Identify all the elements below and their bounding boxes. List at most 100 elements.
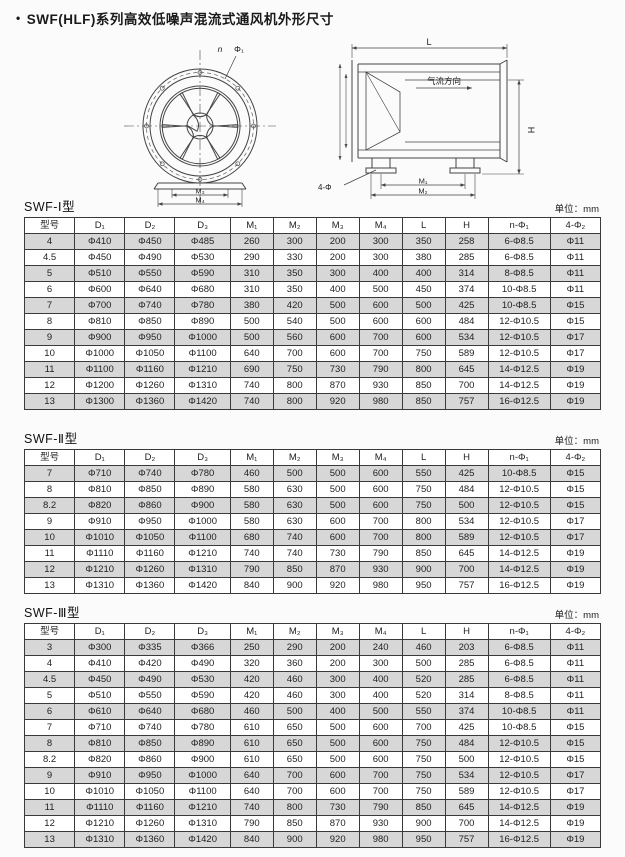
table-cell: Φ15 xyxy=(549,465,602,482)
table-cell: 12 xyxy=(23,561,76,578)
fan-side-view-diagram: L 气流方向 H 4-Φ M₁ M₂ xyxy=(318,37,536,199)
column-header: L xyxy=(401,623,446,640)
table-cell: Φ590 xyxy=(174,265,231,282)
table-cell: 600 xyxy=(358,465,403,482)
table-cell: Φ19 xyxy=(549,561,602,578)
table-cell: 600 xyxy=(358,313,403,330)
table-cell: 980 xyxy=(358,577,403,594)
table-cell: Φ11 xyxy=(549,687,602,704)
table-cell: 500 xyxy=(315,297,360,314)
table-cell: Φ890 xyxy=(174,313,231,330)
table-cell: 730 xyxy=(315,361,360,378)
table-cell: 740 xyxy=(272,545,317,562)
side-m1-label: M₁ xyxy=(419,177,428,186)
table-cell: Φ1050 xyxy=(124,783,176,800)
table-cell: 290 xyxy=(229,249,274,266)
table-cell: 700 xyxy=(358,329,403,346)
column-header: L xyxy=(401,217,446,234)
table-cell: Φ1160 xyxy=(124,799,176,816)
table-cell: 645 xyxy=(444,361,489,378)
front-m4-label: M₄ xyxy=(195,196,204,205)
table-cell: 10 xyxy=(23,783,76,800)
table-cell: Φ900 xyxy=(174,751,231,768)
table-cell: 6-Φ8.5 xyxy=(487,655,551,672)
table-cell: 750 xyxy=(401,345,446,362)
table-row: 6 Φ610 Φ640 Φ680 460 500 400 500 550 374 10-Φ8.5 Φ1… xyxy=(23,703,602,720)
table-cell: Φ950 xyxy=(124,329,176,346)
column-header: 4-Φ₂ xyxy=(549,217,602,234)
table-cell: 840 xyxy=(229,577,274,594)
table-cell: 300 xyxy=(315,265,360,282)
table-cell: 350 xyxy=(272,265,317,282)
column-header: M₄ xyxy=(358,623,403,640)
table-cell: 8 xyxy=(23,313,76,330)
table-cell: 400 xyxy=(401,265,446,282)
table-cell: 14-Φ12.5 xyxy=(487,361,551,378)
swf-3-caption: SWF-Ⅲ型 单位：mm xyxy=(24,603,601,621)
table-cell: Φ1200 xyxy=(74,377,126,394)
table-cell: 757 xyxy=(444,393,489,410)
table-cell: 600 xyxy=(358,735,403,752)
table-cell: 16-Φ12.5 xyxy=(487,393,551,410)
table-row: 11 Φ1110 Φ1160 Φ1210 740 740 730 790 850 645 14-Φ1… xyxy=(23,545,602,562)
column-header: D₂ xyxy=(124,449,176,466)
table-cell: 600 xyxy=(315,767,360,784)
table-cell: Φ820 xyxy=(74,751,126,768)
table-cell: 600 xyxy=(358,719,403,736)
table-cell: Φ740 xyxy=(124,719,176,736)
side-bolt-label: 4-Φ xyxy=(318,183,332,192)
table-cell: 203 xyxy=(444,639,489,656)
table-cell: 310 xyxy=(229,281,274,298)
table-cell: Φ1210 xyxy=(174,799,231,816)
table-cell: 12-Φ10.5 xyxy=(487,767,551,784)
table-cell: 10-Φ8.5 xyxy=(487,297,551,314)
table-cell: 12-Φ10.5 xyxy=(487,313,551,330)
table-cell: Φ1010 xyxy=(74,529,126,546)
table-cell: 750 xyxy=(401,751,446,768)
table-cell: 330 xyxy=(272,249,317,266)
table-cell: Φ11 xyxy=(549,281,602,298)
table-cell: Φ15 xyxy=(549,751,602,768)
table-cell: Φ1210 xyxy=(74,561,126,578)
table-cell: 6 xyxy=(23,281,76,298)
table-cell: 12 xyxy=(23,377,76,394)
table-cell: Φ700 xyxy=(74,297,126,314)
table-cell: 4.5 xyxy=(23,671,76,688)
table-cell: 300 xyxy=(358,233,403,250)
table-cell: 285 xyxy=(444,249,489,266)
table-cell: Φ550 xyxy=(124,687,176,704)
table-cell: 500 xyxy=(272,465,317,482)
table-cell: Φ11 xyxy=(549,671,602,688)
table-cell: 630 xyxy=(272,481,317,498)
table-cell: Φ780 xyxy=(174,465,231,482)
table-cell: 200 xyxy=(315,233,360,250)
table-cell: Φ1050 xyxy=(124,529,176,546)
table-cell: Φ1210 xyxy=(174,545,231,562)
table-cell: 4.5 xyxy=(23,249,76,266)
table-cell: 800 xyxy=(272,799,317,816)
table-cell: 600 xyxy=(315,329,360,346)
table-cell: 13 xyxy=(23,831,76,848)
table-cell: Φ19 xyxy=(549,545,602,562)
table-cell: 11 xyxy=(23,545,76,562)
table-cell: 950 xyxy=(401,577,446,594)
table-cell: Φ850 xyxy=(124,735,176,752)
table-cell: 12-Φ10.5 xyxy=(487,735,551,752)
table-cell: Φ15 xyxy=(549,735,602,752)
fan-blades xyxy=(161,87,239,165)
table-cell: Φ1050 xyxy=(124,345,176,362)
table-cell: Φ640 xyxy=(124,281,176,298)
table-cell: Φ1010 xyxy=(74,783,126,800)
table-row: 10 Φ1010 Φ1050 Φ1100 640 700 600 700 750 589 12-Φ1… xyxy=(23,783,602,800)
table-cell: 3 xyxy=(23,639,76,656)
column-header: 型号 xyxy=(23,449,76,466)
table-cell: 920 xyxy=(315,577,360,594)
table-cell: 460 xyxy=(229,465,274,482)
table-cell: 800 xyxy=(401,529,446,546)
unit-label: 单位：mm xyxy=(554,610,599,621)
table-cell: 500 xyxy=(401,655,446,672)
table-cell: 900 xyxy=(401,561,446,578)
table-cell: Φ1000 xyxy=(174,767,231,784)
table-cell: 12-Φ10.5 xyxy=(487,497,551,514)
